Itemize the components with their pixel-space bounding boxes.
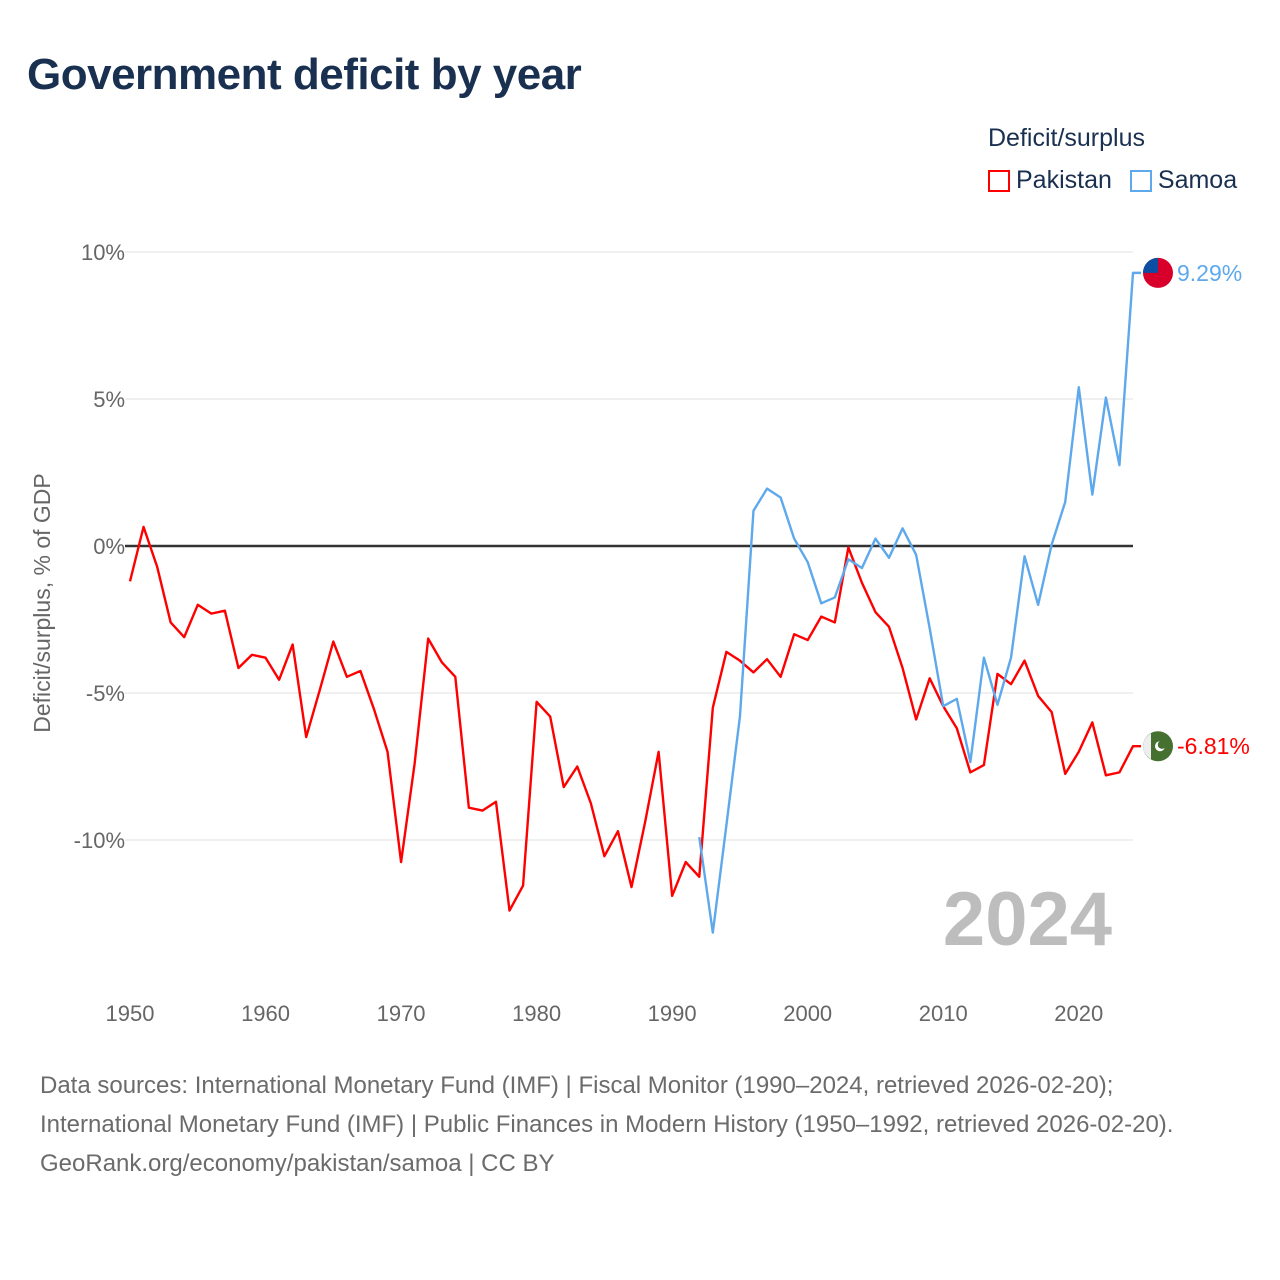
legend-swatch-samoa — [1129, 169, 1152, 192]
x-tick-label: 2000 — [783, 1001, 832, 1026]
x-tick-label: 2020 — [1054, 1001, 1103, 1026]
pakistan-flag-stripe — [1143, 733, 1151, 760]
end-value-label-samoa: 9.29% — [1177, 260, 1242, 286]
legend-swatch-pakistan — [988, 169, 1010, 192]
y-tick-label: 0% — [93, 534, 125, 559]
legend-label: Samoa — [1157, 166, 1238, 194]
series-line-pakistan — [128, 525, 1141, 912]
y-axis-label: Deficit/surplus, % of GDP — [29, 473, 55, 732]
x-tick-label: 1960 — [241, 1001, 290, 1026]
y-tick-label: -10% — [74, 828, 125, 853]
line-chart: Deficit/surplus, % of GDP 2024 10% 5% 0% -5… — [29, 240, 1250, 1026]
year-watermark: 2024 — [943, 877, 1112, 962]
legend-item-pakistan[interactable]: Pakistan — [988, 166, 1112, 195]
pakistan-flag-crescent-cut — [1157, 740, 1167, 749]
data-sources: Data sources: International Monetary Fun… — [40, 1072, 1174, 1138]
y-tick-label: 10% — [81, 240, 125, 265]
legend-label: Pakistan — [1016, 166, 1112, 194]
attribution-link[interactable]: GeoRank.org/economy/pakistan/samoa | CC … — [40, 1150, 555, 1177]
chart-title: Government deficit by year — [27, 50, 582, 99]
y-tick-label: 5% — [93, 387, 125, 412]
x-tick-label: 1950 — [106, 1001, 155, 1026]
x-tick-label: 1980 — [512, 1001, 561, 1026]
end-value-label-pakistan: -6.81% — [1177, 733, 1250, 759]
legend-title: Deficit/surplus — [988, 124, 1145, 152]
series-line-samoa — [698, 271, 1141, 934]
legend-item-samoa[interactable]: Samoa — [1129, 166, 1238, 195]
legend: Pakistan Samoa — [988, 166, 1237, 195]
x-tick-label: 1990 — [648, 1001, 697, 1026]
y-tick-label: -5% — [86, 681, 125, 706]
x-tick-label: 1970 — [377, 1001, 426, 1026]
x-tick-label: 2010 — [919, 1001, 968, 1026]
samoa-flag-canton — [1143, 257, 1158, 273]
source-note: Data sources: International Monetary Fun… — [40, 1066, 1240, 1183]
